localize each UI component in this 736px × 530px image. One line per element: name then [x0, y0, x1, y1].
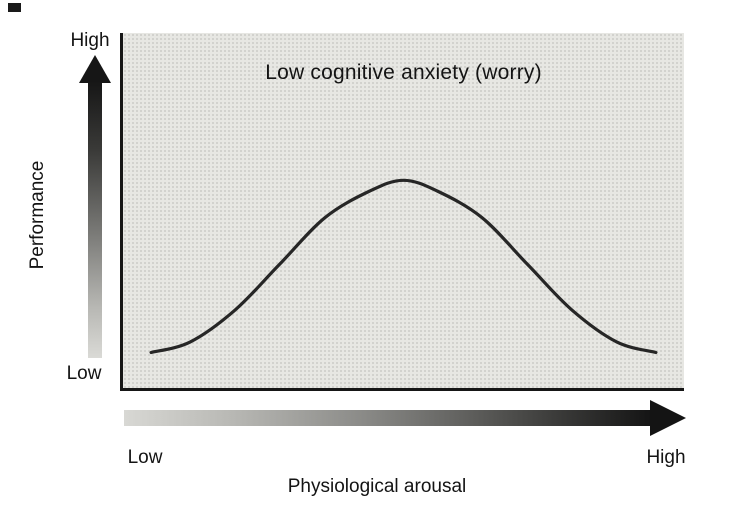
right-arrow-shaft [124, 410, 652, 426]
y-axis-low-label: Low [66, 363, 102, 384]
x-axis-high-label: High [646, 447, 686, 468]
scan-artifact-mark [8, 3, 21, 12]
x-axis-title: Physiological arousal [287, 476, 467, 497]
right-arrow-icon [650, 400, 686, 436]
up-arrow-shaft [88, 81, 102, 358]
y-axis-title: Performance [27, 160, 48, 270]
x-axis-low-label: Low [127, 447, 163, 468]
y-axis-high-label: High [70, 30, 110, 51]
up-arrow-icon [79, 55, 111, 83]
performance-curve [149, 178, 658, 355]
plot-area: Low cognitive anxiety (worry) [120, 33, 684, 391]
chart-title: Low cognitive anxiety (worry) [265, 61, 542, 84]
